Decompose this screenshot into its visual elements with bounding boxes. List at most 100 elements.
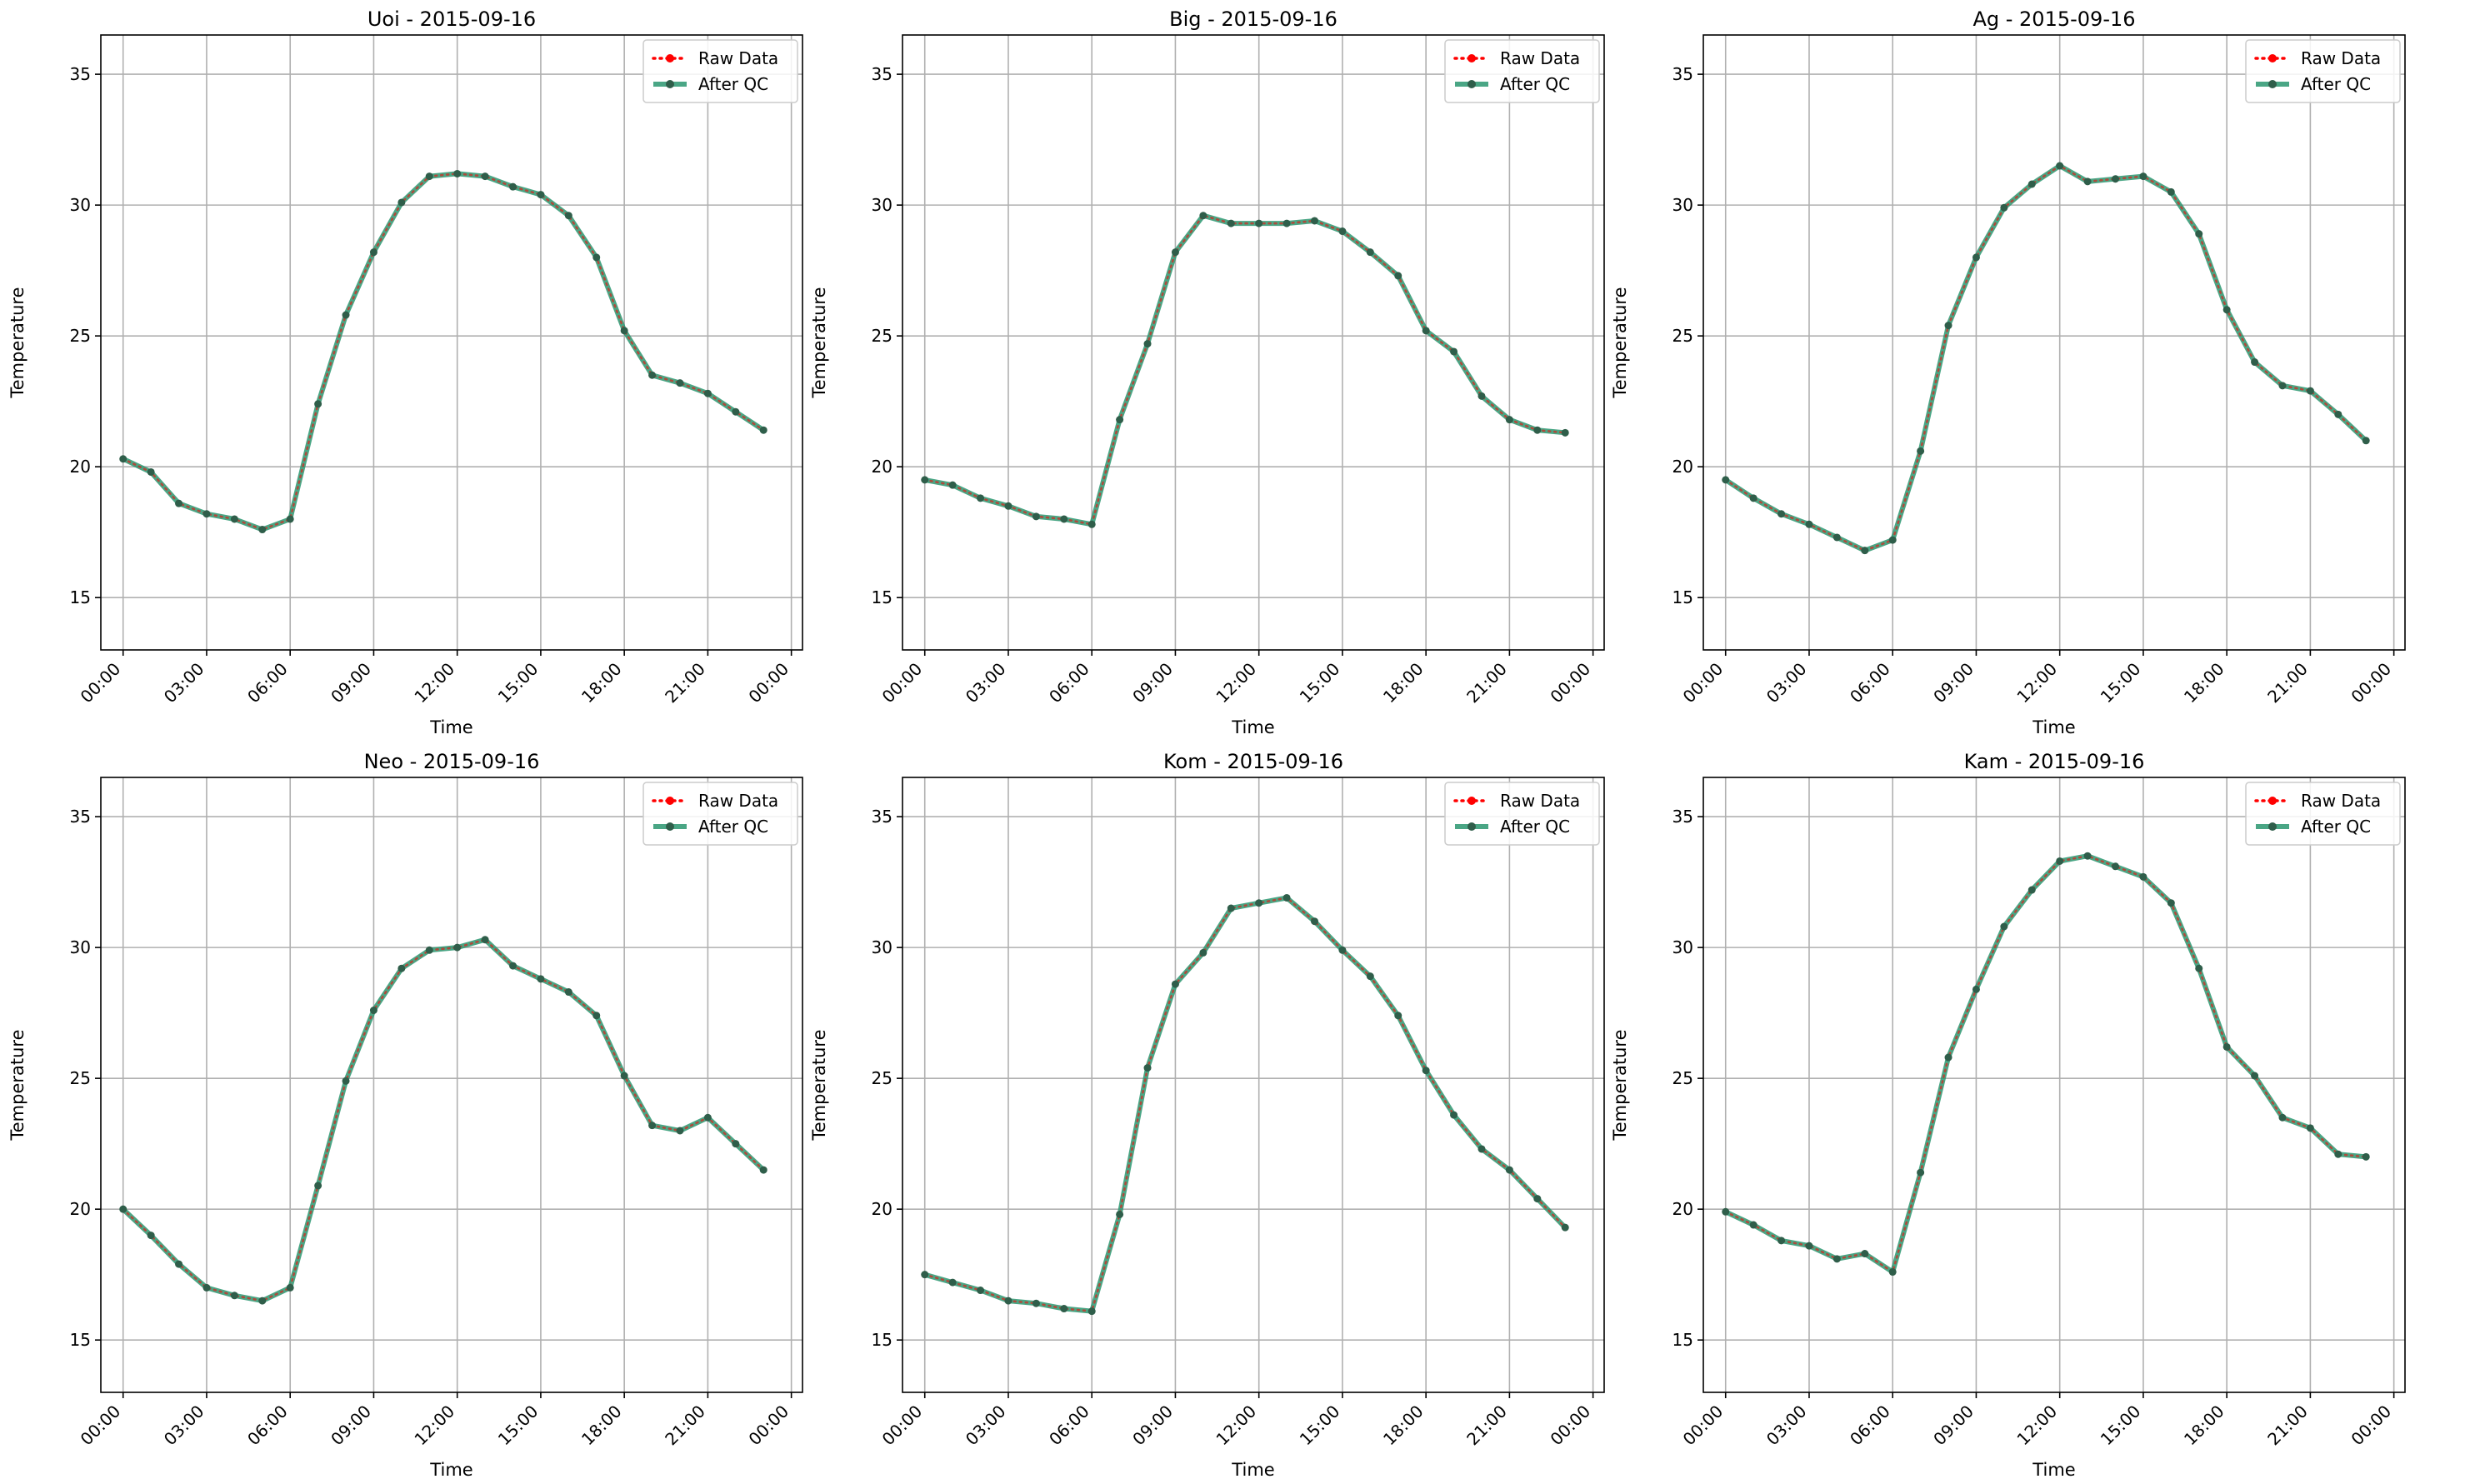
legend-qc-label: After QC xyxy=(1500,817,1570,837)
x-tick-label: 00:00 xyxy=(1679,659,1728,707)
y-tick-label: 15 xyxy=(1672,587,1693,607)
data-point xyxy=(2278,382,2287,390)
legend-raw-marker xyxy=(2268,54,2277,62)
data-point xyxy=(648,371,657,379)
data-point xyxy=(703,389,712,397)
data-point xyxy=(2334,1150,2342,1158)
data-point xyxy=(620,1072,628,1080)
x-tick-label: 21:00 xyxy=(661,659,709,707)
legend-raw-marker xyxy=(666,54,674,62)
x-tick-label: 18:00 xyxy=(2180,1402,2228,1450)
data-point xyxy=(175,1260,183,1268)
y-tick-label: 20 xyxy=(70,457,91,477)
data-point xyxy=(1861,1250,1869,1258)
data-point xyxy=(369,1006,378,1014)
y-axis-label: Temperature xyxy=(809,287,829,398)
data-point xyxy=(314,400,322,408)
series-raw-data-line xyxy=(122,172,765,531)
data-point xyxy=(1917,447,1925,455)
series-after-qc-line xyxy=(122,171,765,532)
data-point xyxy=(481,172,489,181)
y-tick-label: 15 xyxy=(872,587,892,607)
x-tick-label: 09:00 xyxy=(1128,1402,1177,1450)
data-point xyxy=(1282,893,1291,902)
data-point xyxy=(2028,180,2036,188)
legend-qc-marker xyxy=(666,822,674,831)
y-tick-label: 35 xyxy=(70,64,91,84)
subplot-title: Ag - 2015-09-16 xyxy=(1972,7,2135,31)
legend: Raw Data After QC xyxy=(1444,39,1600,103)
data-point xyxy=(1171,980,1179,988)
data-point xyxy=(2083,852,2092,860)
plot-frame xyxy=(1702,777,2406,1393)
data-point xyxy=(1561,1223,1569,1232)
data-point xyxy=(2056,162,2064,170)
x-axis-label: Time xyxy=(429,717,472,737)
data-point xyxy=(2139,872,2148,881)
x-tick-label: 09:00 xyxy=(327,1402,375,1450)
x-tick-label: 12:00 xyxy=(1212,659,1260,707)
subplot-2: Big - 2015-09-16 15 20 25 30 35 00:00 03:00 06:0… xyxy=(809,7,1605,737)
data-point xyxy=(1422,327,1430,335)
data-point xyxy=(648,1122,657,1130)
y-tick-label: 30 xyxy=(1672,937,1693,957)
x-tick-label: 00:00 xyxy=(878,659,927,707)
data-point xyxy=(2139,172,2148,181)
y-tick-label: 20 xyxy=(1672,1199,1693,1219)
data-point xyxy=(1143,340,1152,348)
y-tick-label: 35 xyxy=(1672,64,1693,84)
y-tick-label: 30 xyxy=(872,195,892,215)
data-point xyxy=(2028,886,2036,894)
subplot-title: Kam - 2015-09-16 xyxy=(1964,750,2145,773)
x-tick-label: 15:00 xyxy=(2097,659,2145,707)
data-point xyxy=(1199,212,1208,220)
data-point xyxy=(2083,177,2092,186)
data-point xyxy=(2112,862,2120,871)
x-tick-label: 21:00 xyxy=(1462,659,1511,707)
data-point xyxy=(537,191,545,199)
x-tick-label: 03:00 xyxy=(1762,659,1811,707)
data-point xyxy=(948,481,957,489)
y-tick-label: 15 xyxy=(872,1330,892,1350)
x-tick-label: 09:00 xyxy=(327,659,375,707)
x-tick-label: 12:00 xyxy=(1212,1402,1260,1450)
series-raw-data-line xyxy=(1724,164,2368,552)
data-point xyxy=(2306,387,2314,395)
data-point xyxy=(2362,1152,2370,1161)
data-point xyxy=(1366,248,1374,257)
data-point xyxy=(2278,1113,2287,1122)
x-tick-label: 15:00 xyxy=(494,659,542,707)
subplot-title: Neo - 2015-09-16 xyxy=(364,750,540,773)
data-point xyxy=(202,1283,211,1292)
data-point xyxy=(1888,536,1897,544)
data-point xyxy=(977,494,985,502)
data-point xyxy=(1505,416,1513,424)
data-point xyxy=(977,1287,985,1295)
legend-raw-marker xyxy=(666,797,674,805)
x-tick-label: 03:00 xyxy=(1762,1402,1811,1450)
data-point xyxy=(1778,1237,1786,1245)
legend-qc-label: After QC xyxy=(698,817,768,837)
x-tick-label: 18:00 xyxy=(578,1402,626,1450)
data-point xyxy=(175,499,183,507)
legend-raw-label: Raw Data xyxy=(698,48,778,68)
y-tick-label: 25 xyxy=(872,326,892,346)
data-point xyxy=(286,1283,294,1292)
data-point xyxy=(1311,917,1319,926)
data-point xyxy=(921,476,929,484)
subplot-title: Big - 2015-09-16 xyxy=(1169,7,1338,31)
x-tick-label: 21:00 xyxy=(1462,1402,1511,1450)
subplot-title: Uoi - 2015-09-16 xyxy=(368,7,536,31)
x-tick-label: 00:00 xyxy=(744,659,792,707)
x-tick-label: 12:00 xyxy=(2012,659,2061,707)
data-point xyxy=(286,515,294,523)
data-point xyxy=(1944,322,1952,330)
data-point xyxy=(509,962,518,970)
x-tick-label: 12:00 xyxy=(410,659,458,707)
y-axis-label: Temperature xyxy=(809,1029,829,1141)
x-tick-label: 15:00 xyxy=(1296,659,1344,707)
data-point xyxy=(147,1232,155,1240)
plot-frame xyxy=(902,34,1605,651)
data-point xyxy=(425,172,433,181)
data-point xyxy=(425,946,433,954)
